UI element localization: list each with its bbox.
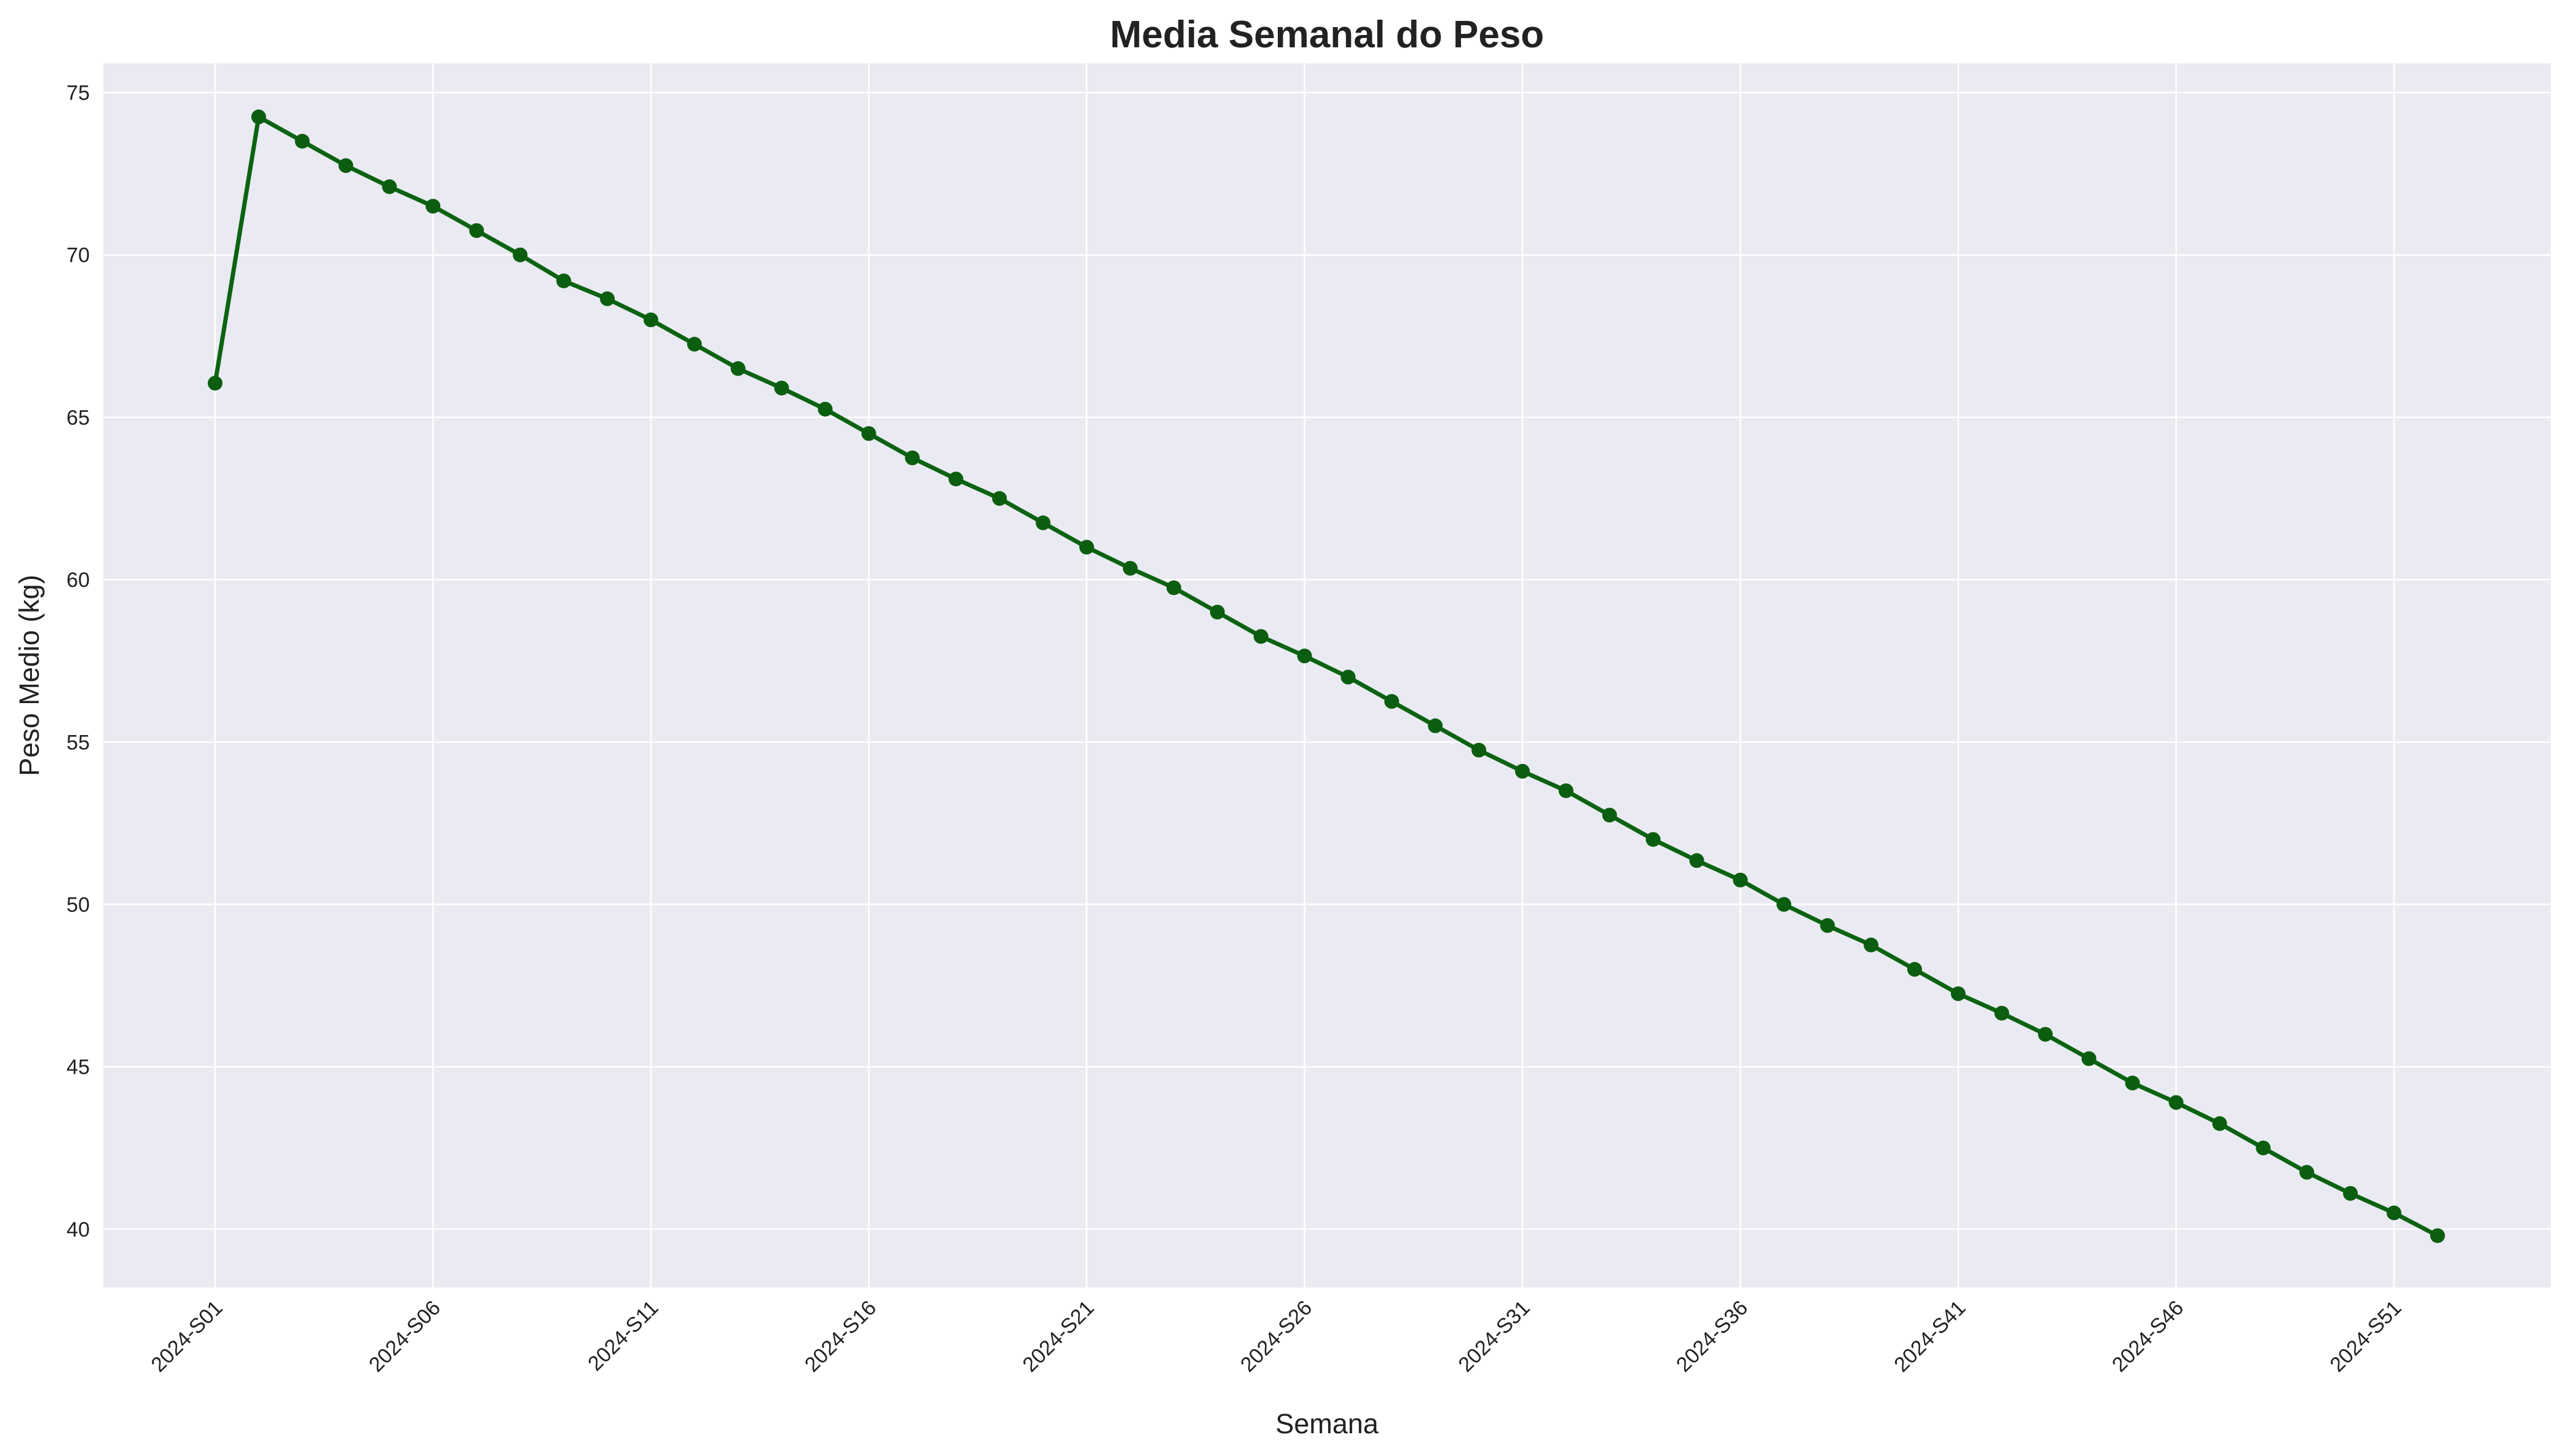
data-point: [2125, 1076, 2140, 1091]
data-point: [992, 491, 1007, 506]
data-point: [1036, 515, 1051, 530]
data-point: [1341, 669, 1356, 685]
data-point: [1558, 783, 1573, 798]
data-point: [1166, 580, 1181, 596]
data-point: [513, 247, 528, 262]
series-line: [213, 114, 2440, 1238]
data-point: [2387, 1205, 2401, 1221]
data-point: [817, 401, 833, 417]
data-point: [382, 179, 397, 194]
chart-title: Media Semanal do Peso: [1110, 14, 1544, 56]
data-point: [1645, 832, 1661, 847]
data-point: [338, 158, 353, 173]
data-point: [425, 199, 441, 214]
data-point: [687, 337, 702, 352]
data-point: [1994, 1005, 2009, 1021]
data-point: [2430, 1228, 2445, 1243]
plot-area: [103, 63, 2551, 1288]
series-layer: [208, 109, 2445, 1243]
y-axis-tick-labels: 40 45 50 55 60 65 70 75: [66, 82, 90, 1242]
data-point: [2256, 1140, 2271, 1155]
data-point: [2343, 1186, 2358, 1201]
data-point: [1384, 694, 1400, 709]
y-tick-label: 55: [66, 731, 90, 754]
data-point: [2037, 1026, 2053, 1042]
data-point: [1864, 937, 1879, 953]
data-point: [2168, 1095, 2184, 1110]
data-point: [1689, 853, 1704, 868]
data-point: [251, 109, 266, 125]
data-point: [1079, 540, 1094, 555]
y-tick-label: 50: [66, 894, 90, 917]
data-point: [1297, 648, 1312, 664]
data-point: [556, 273, 572, 289]
data-point: [1951, 986, 1966, 1001]
data-point: [2299, 1165, 2315, 1180]
data-point: [1733, 872, 1748, 887]
data-point: [1428, 718, 1443, 733]
y-tick-label: 60: [66, 569, 90, 592]
data-point: [774, 380, 789, 396]
data-point: [2212, 1116, 2227, 1131]
data-point: [2081, 1051, 2096, 1066]
data-point: [1602, 808, 1617, 823]
data-point: [1122, 561, 1138, 576]
y-tick-label: 40: [66, 1218, 90, 1242]
data-point: [600, 291, 615, 307]
x-axis-title: Semana: [1275, 1408, 1379, 1439]
data-point: [861, 426, 876, 441]
y-tick-label: 65: [66, 406, 90, 430]
data-point: [1820, 918, 1835, 933]
y-axis-title: Peso Medio (kg): [14, 575, 45, 776]
data-point: [294, 133, 310, 149]
y-tick-label: 70: [66, 244, 90, 267]
data-point: [1776, 897, 1792, 912]
data-point: [1253, 629, 1269, 644]
grid-lines: [103, 63, 2551, 1288]
data-point: [1907, 962, 1923, 977]
data-point: [1471, 742, 1487, 758]
data-point: [644, 312, 658, 328]
data-point: [1210, 604, 1225, 620]
y-tick-label: 45: [66, 1056, 90, 1079]
data-point: [948, 471, 964, 487]
y-tick-label: 75: [66, 82, 90, 105]
data-point: [1515, 763, 1530, 779]
data-point: [905, 450, 920, 465]
data-point: [730, 361, 746, 376]
data-point: [208, 376, 222, 391]
data-point: [469, 223, 484, 238]
